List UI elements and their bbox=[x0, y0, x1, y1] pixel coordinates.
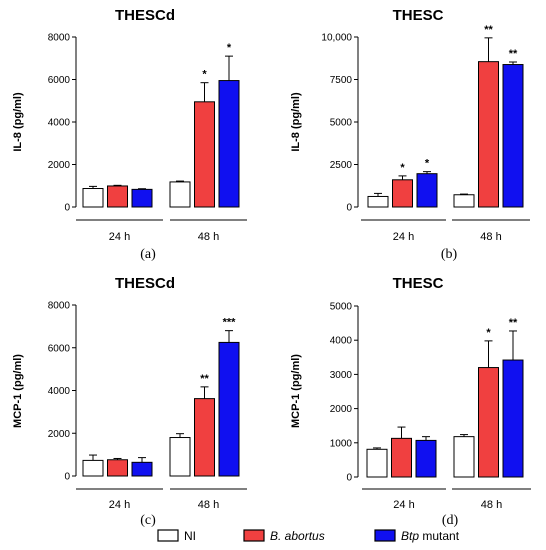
group-label: 24 h bbox=[109, 499, 130, 511]
panel-letter: (b) bbox=[441, 247, 458, 262]
legend-swatch-ni bbox=[157, 529, 179, 542]
group-label: 48 h bbox=[198, 499, 219, 511]
y-tick-label: 4000 bbox=[48, 386, 71, 397]
bar-btp-mutant-24h bbox=[131, 461, 153, 477]
y-axis-label: MCP-1 (pg/ml) bbox=[12, 354, 24, 428]
significance-marker: * bbox=[227, 42, 232, 54]
panel-d: THESC MCP-1 (pg/ml) 0 1000 2000 3000 4000 5000 *… bbox=[290, 275, 531, 528]
panel-letter: (a) bbox=[140, 247, 156, 262]
significance-marker: ** bbox=[509, 48, 518, 60]
y-tick-label: 6000 bbox=[48, 75, 71, 86]
panel-letter: (d) bbox=[442, 513, 459, 528]
bar-btp-mutant-48h bbox=[502, 64, 524, 208]
bar-b-abortus-24h bbox=[391, 437, 412, 478]
y-tick-label: 0 bbox=[346, 203, 352, 214]
y-tick-label: 0 bbox=[64, 472, 70, 483]
group-label: 24 h bbox=[109, 231, 130, 243]
legend-swatch-b-abortus bbox=[243, 529, 265, 542]
bar-btp-mutant-24h bbox=[131, 188, 153, 208]
y-tick-label: 5000 bbox=[330, 118, 353, 129]
group-label: 24 h bbox=[393, 231, 414, 243]
bar-ni-48h bbox=[453, 194, 475, 208]
y-tick-label: 0 bbox=[64, 203, 70, 214]
significance-marker: ** bbox=[484, 24, 493, 36]
y-tick-label: 6000 bbox=[48, 343, 71, 354]
legend-label-btp-mutant: Btp mutant bbox=[401, 529, 460, 543]
panel-a: THESCd IL-8 (pg/ml) 0 2000 4000 6000 8000 * * 24 … bbox=[12, 7, 247, 262]
bar-b-abortus-48h bbox=[194, 398, 215, 477]
y-tick-label: 2000 bbox=[48, 160, 71, 171]
y-tick-label: 4000 bbox=[330, 336, 353, 347]
y-tick-label: 4000 bbox=[48, 118, 71, 129]
bar-ni-24h bbox=[82, 188, 104, 208]
legend: NI B. abortus Btp mutant bbox=[157, 529, 460, 543]
bar-b-abortus-24h bbox=[107, 459, 128, 477]
bars bbox=[366, 330, 524, 478]
y-axis-label: MCP-1 (pg/ml) bbox=[290, 354, 302, 428]
y-tick-label: 8000 bbox=[48, 301, 71, 312]
legend-label-ni: NI bbox=[184, 529, 196, 543]
panel-letter: (c) bbox=[140, 513, 156, 528]
bar-btp-mutant-24h bbox=[416, 173, 438, 208]
bars bbox=[82, 55, 240, 208]
legend-label-b-abortus: B. abortus bbox=[270, 529, 325, 543]
bar-ni-48h bbox=[169, 437, 191, 477]
significance-marker: * bbox=[202, 69, 207, 81]
bars bbox=[82, 330, 240, 477]
y-axis-label: IL-8 (pg/ml) bbox=[290, 92, 302, 152]
significance-marker: ** bbox=[200, 373, 209, 385]
chart-title: THESCd bbox=[115, 7, 175, 24]
chart-title: THESCd bbox=[115, 275, 175, 292]
bar-ni-24h bbox=[367, 195, 389, 208]
chart-title: THESC bbox=[393, 7, 444, 24]
y-tick-label: 5000 bbox=[330, 302, 353, 313]
bar-b-abortus-24h bbox=[392, 179, 413, 208]
chart-title: THESC bbox=[393, 275, 444, 292]
y-tick-label: 7500 bbox=[330, 75, 353, 86]
bars bbox=[367, 37, 524, 208]
significance-marker: ** bbox=[509, 317, 518, 329]
y-tick-label: 10,000 bbox=[321, 33, 352, 44]
legend-swatch-btp-mutant bbox=[374, 529, 396, 542]
bar-btp-mutant-24h bbox=[415, 439, 437, 478]
bar-ni-48h bbox=[169, 181, 191, 208]
group-label: 48 h bbox=[481, 499, 502, 511]
bar-btp-mutant-48h bbox=[502, 359, 524, 478]
bar-btp-mutant-48h bbox=[218, 80, 240, 208]
group-label: 48 h bbox=[198, 231, 219, 243]
y-tick-label: 3000 bbox=[330, 370, 353, 381]
bar-b-abortus-24h bbox=[107, 185, 128, 208]
significance-marker: * bbox=[400, 162, 405, 174]
y-axis-label: IL-8 (pg/ml) bbox=[12, 92, 24, 152]
significance-marker: * bbox=[486, 327, 491, 339]
y-tick-label: 2000 bbox=[48, 429, 71, 440]
group-label: 24 h bbox=[393, 499, 414, 511]
bar-b-abortus-48h bbox=[194, 101, 215, 208]
y-tick-label: 8000 bbox=[48, 33, 71, 44]
y-tick-label: 2000 bbox=[330, 404, 353, 415]
bar-ni-48h bbox=[453, 436, 475, 478]
bar-ni-24h bbox=[366, 448, 388, 478]
bar-ni-24h bbox=[82, 459, 104, 477]
bar-btp-mutant-48h bbox=[218, 341, 240, 477]
bar-b-abortus-48h bbox=[478, 61, 499, 208]
y-tick-label: 1000 bbox=[330, 438, 353, 449]
bar-b-abortus-48h bbox=[478, 367, 499, 478]
significance-marker: *** bbox=[223, 317, 237, 329]
y-tick-label: 0 bbox=[346, 473, 352, 484]
significance-marker: * bbox=[425, 158, 430, 170]
group-label: 48 h bbox=[480, 231, 501, 243]
y-tick-label: 2500 bbox=[330, 160, 353, 171]
